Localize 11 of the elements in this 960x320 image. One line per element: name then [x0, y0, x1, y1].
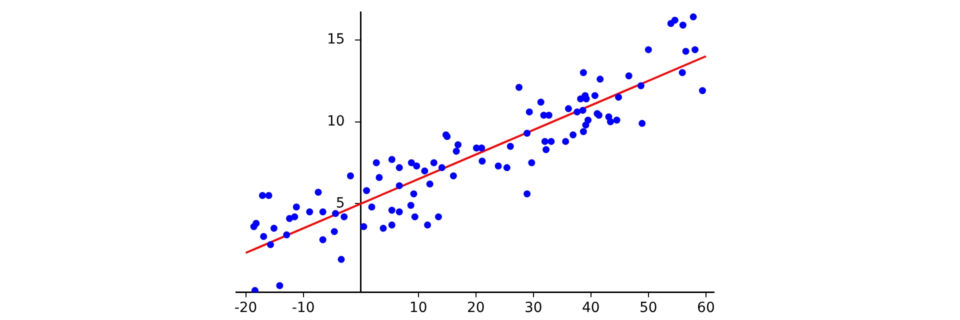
x-tick-label: 30 [524, 300, 542, 316]
y-tick-label: 10 [326, 113, 345, 130]
x-tick-label: 40 [582, 300, 600, 316]
y-tick-label: 5 [336, 195, 345, 212]
x-tick-label: 20 [466, 300, 485, 316]
y-tick-label: 15 [326, 31, 345, 48]
x-tick-label: -20 [234, 300, 258, 316]
x-tick-label: 50 [640, 300, 658, 316]
x-tick-label: 10 [409, 300, 428, 316]
x-tick-label: -10 [292, 300, 315, 316]
x-tick-label: 60 [697, 300, 715, 316]
